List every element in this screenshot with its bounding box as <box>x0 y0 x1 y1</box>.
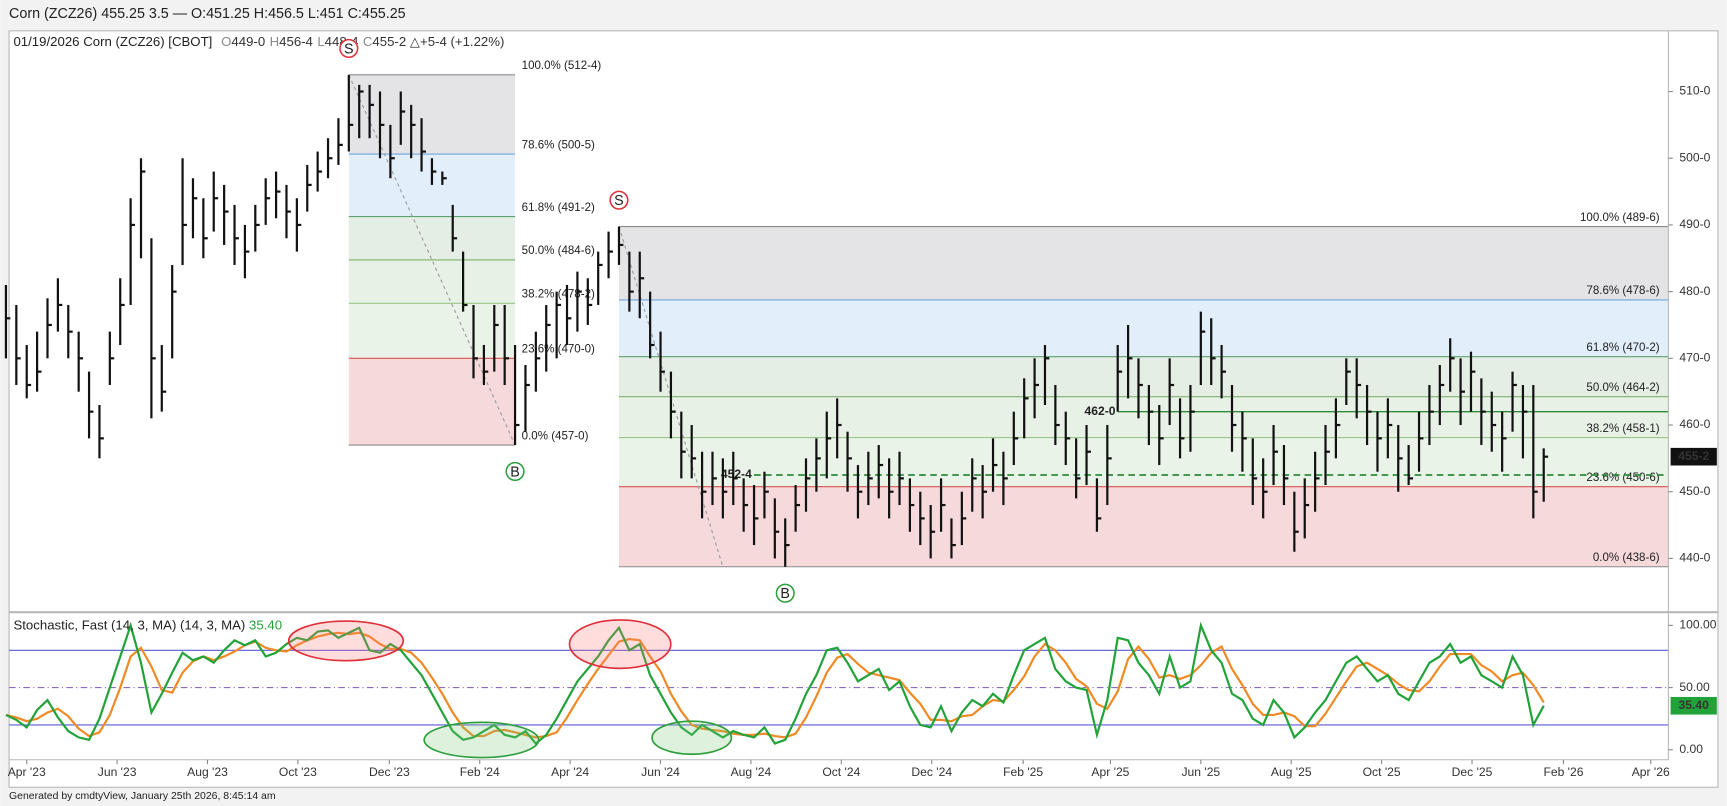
x-tick-label: Feb '24 <box>460 765 500 779</box>
fib-trend <box>348 74 516 446</box>
x-tick-label: Aug '25 <box>1271 765 1312 779</box>
fib-label: 61.8% (470-2) <box>1586 342 1659 354</box>
y-tick-label: 500-0 <box>1679 150 1710 164</box>
value-box <box>1670 696 1717 715</box>
y-tick-label: 480-0 <box>1679 284 1710 298</box>
y-tick-label: 450-0 <box>1679 484 1710 498</box>
fib-label: 23.6% (450-6) <box>1586 472 1659 484</box>
ohlc-value: 455-2 <box>372 34 406 49</box>
symbol: 01/19/2026 Corn (ZCZ26) [CBOT] <box>13 34 212 49</box>
indicator-title: Stochastic, Fast (14, 3, MA) <box>13 618 176 633</box>
fib-zone <box>348 259 516 304</box>
fib-zone <box>618 356 1669 397</box>
fib-zone <box>348 303 516 359</box>
x-tick-label: Apr '23 <box>8 765 46 779</box>
fib-label: 78.6% (478-6) <box>1586 285 1659 297</box>
x-tick-label: Oct '23 <box>279 765 317 779</box>
fib-zone <box>618 396 1669 438</box>
fib-label: 50.0% (464-2) <box>1586 382 1659 394</box>
last-price-label: 455-2 <box>1678 449 1709 463</box>
footer: Generated by cmdtyView, January 25th 202… <box>9 791 276 802</box>
fib-label: 78.6% (500-5) <box>522 139 595 151</box>
change: △+5-4 (+1.22%) <box>410 34 505 49</box>
fib-layer: 100.0% (512-4) 78.6% (500-5) 61.8% (491-2)… <box>348 60 1669 568</box>
x-tick-label: Apr '24 <box>551 765 589 779</box>
ohlc-key: C <box>363 34 373 49</box>
indicator-params: (14, 3, MA) <box>180 618 245 633</box>
fib-zone <box>618 486 1669 567</box>
highlight-ellipse <box>651 720 733 756</box>
signal-marker <box>505 461 525 482</box>
x-tick-label: Dec '23 <box>369 765 410 779</box>
x-tick-label: Jun '25 <box>1181 765 1220 779</box>
x-tick-label: Apr '26 <box>1632 765 1670 779</box>
last-price-box <box>1670 447 1717 466</box>
ohlc-value: 456-4 <box>279 34 313 49</box>
x-tick-label: Jun '24 <box>641 765 680 779</box>
fib-label: 100.0% (489-6) <box>1580 212 1660 224</box>
x-tick-label: Oct '24 <box>822 765 860 779</box>
fib-zone <box>618 226 1669 300</box>
ohlc-key: H <box>270 34 280 49</box>
x-tick-label: Dec '25 <box>1452 765 1493 779</box>
x-tick-label: Apr '25 <box>1091 765 1129 779</box>
fib-zone <box>618 437 1669 487</box>
fib-label: 38.2% (478-2) <box>522 289 595 301</box>
fib-zone <box>348 358 516 446</box>
y-tick-label: 510-0 <box>1679 84 1710 98</box>
fib-label: 61.8% (491-2) <box>522 202 595 214</box>
window-title: Corn (ZCZ26) 455.25 3.5 — O:451.25 H:456… <box>9 6 406 22</box>
fib-label: 38.2% (458-1) <box>1586 423 1659 435</box>
plot-layer: 462-0 452-4 <box>4 74 1669 746</box>
highlight-ellipse <box>568 619 672 670</box>
y-tick-label: 100.00 <box>1679 618 1716 632</box>
ohlc-key: O <box>221 34 231 49</box>
signal-label: S <box>344 41 354 57</box>
indicator-header: Stochastic, Fast (14, 3, MA) (14, 3, MA)… <box>13 618 282 633</box>
y-tick-label: 490-0 <box>1679 217 1710 231</box>
fib-label: 23.6% (470-0) <box>522 344 595 356</box>
signal-marker <box>775 583 795 603</box>
x-tick-label: Jun '23 <box>98 765 137 779</box>
value-box-label: 35.40 <box>1679 698 1710 712</box>
stochastic-line <box>5 631 1545 739</box>
ohlc-key: L <box>317 34 324 49</box>
highlight-ellipse <box>423 721 540 759</box>
fib-label: 100.0% (512-4) <box>522 60 602 72</box>
x-tick-label: Dec '24 <box>911 765 952 779</box>
signal-label: S <box>614 193 624 209</box>
signal-label: B <box>510 464 520 480</box>
x-tick-label: Aug '23 <box>187 765 228 779</box>
y-tick-label: 460-0 <box>1679 417 1710 431</box>
signal-label: B <box>780 586 790 602</box>
fib-label: 50.0% (484-6) <box>522 245 595 257</box>
signal-marker <box>609 190 629 210</box>
signal-marker <box>339 38 359 59</box>
x-tick-label: Feb '25 <box>1003 765 1043 779</box>
chart-header: 01/19/2026 Corn (ZCZ26) [CBOT] O449-0 H456… <box>13 34 504 49</box>
fib-zone <box>618 299 1669 357</box>
level-label: 452-4 <box>721 467 752 481</box>
y-tick-label: 440-0 <box>1679 551 1710 565</box>
stochastic-line <box>5 621 1545 746</box>
x-tick-label: Aug '24 <box>731 765 772 779</box>
level-label: 462-0 <box>1085 404 1116 418</box>
fib-zone <box>348 216 516 260</box>
indicator-value: 35.40 <box>249 618 282 633</box>
x-tick-label: Oct '25 <box>1363 765 1401 779</box>
y-tick-label: 0.00 <box>1679 742 1703 756</box>
ohlc: O449-0 H456-4 L448-4 C455-2 <box>221 34 406 49</box>
ohlc-value: 449-0 <box>231 34 265 49</box>
highlight-ellipse <box>287 620 405 662</box>
fib-label: 0.0% (438-6) <box>1593 552 1660 564</box>
x-tick-label: Feb '26 <box>1543 765 1583 779</box>
fib-zone <box>348 74 516 155</box>
y-tick-label: 470-0 <box>1679 351 1710 365</box>
fib-label: 0.0% (457-0) <box>522 430 589 442</box>
y-tick-label: 50.00 <box>1679 680 1710 694</box>
